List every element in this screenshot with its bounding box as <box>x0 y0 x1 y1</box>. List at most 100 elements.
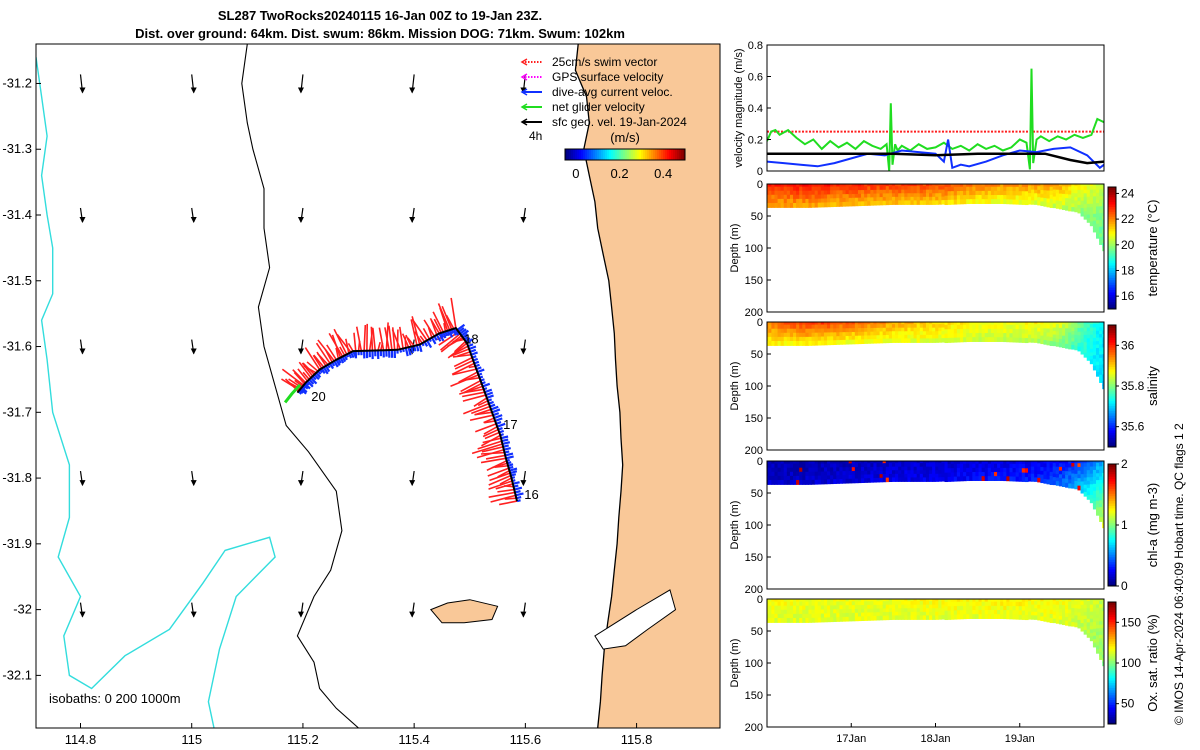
temperature-colorbar-cell <box>1108 206 1116 210</box>
heatmap-cell <box>1027 601 1032 606</box>
chla-colorbar-cell <box>1108 532 1116 536</box>
heatmap-cell <box>891 186 896 191</box>
heatmap-cell <box>1065 201 1069 207</box>
heatmap-cell <box>867 339 871 344</box>
heatmap-cell <box>830 198 834 204</box>
heatmap-cell <box>938 611 942 617</box>
heatmap-cell <box>1037 470 1041 476</box>
oxygen-colorbar-cell <box>1108 684 1116 688</box>
heatmap-cell <box>830 322 834 326</box>
heatmap-cell <box>990 599 995 603</box>
heatmap-cell <box>1027 322 1032 325</box>
heatmap-cell <box>867 186 871 191</box>
heatmap-cell <box>786 467 791 473</box>
heatmap-cell <box>1040 601 1044 606</box>
heatmap-cell <box>950 599 955 603</box>
heatmap-cell <box>1102 367 1104 373</box>
heatmap-cell <box>975 337 980 342</box>
heatmap-cell <box>1068 609 1072 615</box>
heatmap-cell <box>1052 196 1057 202</box>
heatmap-cell <box>1046 186 1051 192</box>
heatmap-cell <box>817 198 822 204</box>
heatmap-cell <box>972 463 976 469</box>
heatmap-cell <box>885 611 890 617</box>
heatmap-cell <box>1077 346 1082 352</box>
heatmap-cell <box>1012 614 1017 620</box>
heatmap-cell <box>777 475 782 481</box>
heatmap-cell <box>919 322 924 325</box>
heatmap-cell <box>1102 344 1104 349</box>
heatmap-cell <box>768 461 772 465</box>
heatmap-cell <box>938 604 942 610</box>
heatmap-cell <box>820 198 825 204</box>
heatmap-cell <box>1052 601 1057 606</box>
heatmap-cell <box>864 201 868 206</box>
heatmap-cell <box>1055 463 1060 468</box>
figure-title-line-1: SL287 TwoRocks20240115 16-Jan 00Z to 19-… <box>217 8 543 23</box>
heatmap-cell <box>1096 476 1100 482</box>
heatmap-cell <box>1058 197 1063 202</box>
heatmap-cell <box>925 189 930 195</box>
salinity-colorbar-cell <box>1108 364 1116 367</box>
heatmap-cell <box>873 599 878 603</box>
dive-avg-current-arrow <box>299 388 307 395</box>
swim-vector-arrow <box>331 334 342 358</box>
heatmap-cell <box>1043 599 1048 603</box>
heatmap-cell <box>789 324 794 330</box>
heatmap-cell <box>823 467 828 473</box>
heatmap-cell <box>1021 463 1026 469</box>
heatmap-cell <box>1049 618 1054 623</box>
heatmap-cell <box>935 189 939 195</box>
heatmap-cell <box>1083 466 1088 472</box>
heatmap-cell <box>802 202 806 208</box>
oxygen-y-tick-label: 50 <box>751 626 763 638</box>
heatmap-cell <box>888 477 893 483</box>
heatmap-cell <box>1080 335 1085 340</box>
heatmap-cell <box>1083 604 1088 610</box>
heatmap-cell <box>978 199 983 204</box>
salinity-colorbar-cell <box>1108 427 1116 431</box>
heatmap-cell <box>1021 472 1026 478</box>
heatmap-cell <box>814 471 819 477</box>
heatmap-cell <box>953 606 958 612</box>
map-colorbar-cell <box>565 149 568 160</box>
chla-colorbar-cell <box>1108 466 1116 470</box>
heatmap-cell <box>1099 469 1103 475</box>
heatmap-cell <box>956 322 961 326</box>
map-colorbar-cell <box>633 149 636 160</box>
heatmap-cell <box>1077 463 1082 469</box>
heatmap-cell <box>827 613 831 619</box>
heatmap-cell <box>780 599 785 603</box>
heatmap-cell <box>1052 341 1057 347</box>
heatmap-cell <box>1077 623 1082 629</box>
heatmap-cell <box>932 615 936 620</box>
heatmap-cell <box>789 475 794 481</box>
heatmap-cell <box>1031 196 1035 202</box>
heatmap-cell <box>1009 184 1014 188</box>
heatmap-cell <box>848 201 853 207</box>
heatmap-cell <box>1006 614 1010 620</box>
heatmap-cell <box>1089 498 1094 504</box>
temperature-colorbar-cell <box>1108 274 1116 278</box>
heatmap-cell <box>783 463 788 469</box>
heatmap-cell <box>925 473 930 479</box>
heatmap-cell <box>1027 334 1032 340</box>
heatmap-cell <box>796 340 800 346</box>
heatmap-cell <box>1096 624 1100 630</box>
heatmap-cell <box>1096 631 1100 637</box>
heatmap-cell <box>925 184 930 187</box>
heatmap-cell <box>771 322 775 326</box>
heatmap-cell <box>1086 189 1091 195</box>
heatmap-cell <box>885 200 890 206</box>
heatmap-cell <box>867 322 871 326</box>
heatmap-cell <box>959 322 964 326</box>
swim-vector-arrow <box>490 494 516 503</box>
heatmap-cell <box>953 191 958 197</box>
heatmap-cell <box>987 467 992 473</box>
heatmap-cell <box>922 599 927 602</box>
heatmap-cell <box>953 472 958 478</box>
heatmap-cell <box>944 610 949 616</box>
heatmap-cell <box>922 608 927 613</box>
sfc-geo-arrowhead <box>409 480 416 487</box>
